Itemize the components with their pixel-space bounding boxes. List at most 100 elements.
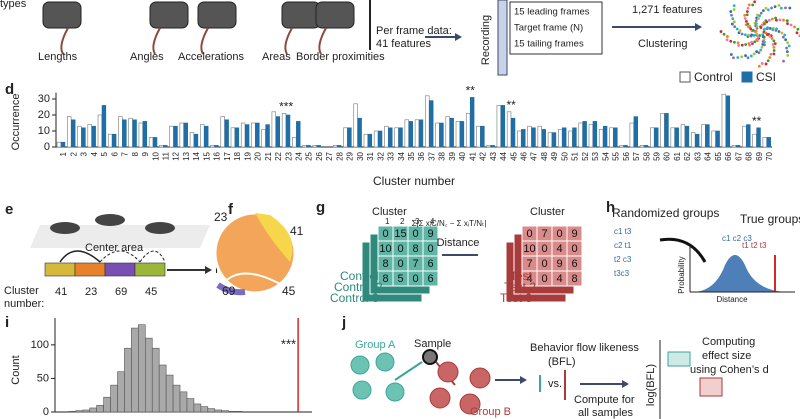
frame-block (104, 262, 136, 277)
bar (363, 133, 369, 148)
bar (111, 133, 117, 148)
hist-bar (117, 371, 125, 413)
cluster-dot (730, 22, 734, 26)
x-tick-label: 24 (294, 151, 303, 160)
matrix-value: 8 (382, 273, 388, 285)
bar (490, 145, 495, 148)
hist-bar (193, 403, 202, 413)
cluster-dot (725, 38, 729, 42)
bar (664, 113, 669, 148)
chord (255, 213, 293, 262)
bar (230, 127, 236, 148)
cluster-dot (749, 27, 753, 31)
bar (476, 125, 481, 148)
cluster-dot (788, 6, 792, 10)
group-label: Group A (355, 339, 396, 351)
bar (711, 130, 716, 148)
chord-label: 45 (282, 284, 296, 298)
distribution (692, 255, 790, 292)
link (394, 361, 423, 381)
cluster-dot (764, 62, 768, 66)
frame-block (44, 262, 76, 277)
cluster-dot (749, 54, 753, 58)
bar (643, 145, 649, 148)
bar (633, 116, 639, 148)
bar (562, 127, 567, 148)
bar (486, 145, 491, 148)
cluster-dot (771, 28, 775, 32)
distance-label: Distance (437, 237, 480, 249)
bar (138, 122, 144, 148)
hist-bar (235, 411, 243, 413)
cluster-dot (777, 4, 781, 7)
chord-label: 23 (214, 210, 228, 224)
matrix-value: 0 (571, 243, 577, 255)
hist-bar (110, 384, 118, 413)
bar (598, 129, 604, 148)
x-tick-label: 47 (530, 151, 539, 160)
cluster-dot (759, 11, 763, 15)
matrix-value: 6 (571, 258, 577, 270)
bar (56, 141, 62, 148)
bar (527, 125, 532, 148)
significance: ** (752, 114, 762, 128)
mouse-tail (318, 27, 327, 55)
cluster-id: 45 (145, 286, 157, 298)
cluster-dot (785, 19, 789, 23)
matrix-value: 6 (427, 258, 433, 270)
cluster-dot (733, 25, 737, 29)
clustering-label: Clustering (638, 38, 688, 50)
matrix-value: 9 (556, 258, 562, 270)
x-tick-label: 3 (80, 151, 89, 156)
bar (537, 125, 542, 148)
feature-label: Areas (262, 51, 291, 63)
transition-arc (99, 250, 141, 263)
cluster-dot (744, 19, 748, 23)
y-tick-label: 100 (31, 339, 49, 351)
cluster-dot (777, 30, 781, 33)
arrow-head (205, 266, 212, 274)
x-tick-label: 59 (652, 151, 661, 160)
col-label: 1 (385, 217, 390, 226)
significance: ** (466, 84, 476, 98)
significance: *** (279, 100, 293, 114)
bar (449, 117, 454, 148)
feature-label: Accelerations (178, 51, 245, 63)
cluster-dot (784, 6, 787, 10)
bar (163, 145, 168, 148)
hist-bar (151, 347, 160, 413)
mouse-tail (60, 27, 69, 55)
bar (169, 125, 174, 148)
bar (629, 122, 635, 148)
cluster-dot (773, 42, 777, 46)
cluster-dot (753, 40, 757, 44)
x-tick-label: 40 (458, 151, 467, 160)
cluster-dot (740, 43, 744, 47)
matrix-value: 0 (541, 243, 547, 255)
cluster-dot (782, 18, 785, 22)
x-tick-label: 14 (192, 151, 201, 160)
matrix-value: 8 (412, 243, 418, 255)
mouse-tail (152, 27, 161, 55)
per-frame: 41 features (376, 38, 432, 50)
x-tick-label: 23 (284, 151, 293, 160)
hist-bar (144, 337, 153, 413)
bar (558, 129, 563, 148)
bar (91, 125, 96, 148)
panel-label: f (228, 201, 234, 218)
x-tick-label: 32 (376, 151, 385, 160)
x-tick-label: 4 (90, 151, 99, 156)
bar (316, 145, 321, 148)
x-tick-label: 43 (489, 151, 498, 160)
bar (480, 125, 485, 148)
matrix-cell (566, 270, 583, 287)
x-tick-label: 66 (724, 151, 733, 160)
cluster-dot (772, 49, 776, 52)
cluster-dot (770, 6, 773, 10)
cluster-dot (755, 38, 759, 41)
arrow-head (520, 376, 527, 384)
node (352, 380, 372, 400)
x-tick-label: 38 (438, 151, 447, 160)
mouse (145, 222, 175, 234)
bar (705, 124, 710, 148)
